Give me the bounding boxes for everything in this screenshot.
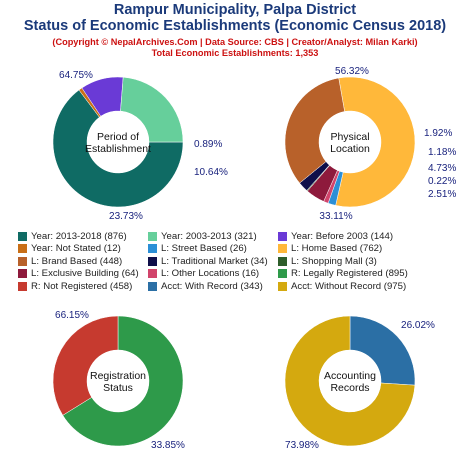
donut-center-label: Accounting (324, 370, 376, 382)
slice-percent-label: 33.85% (151, 440, 185, 451)
legend-item: L: Brand Based (448) (18, 256, 122, 267)
chart-title: Rampur Municipality, Palpa District (113, 2, 357, 18)
slice-percent-label: 0.22% (428, 176, 456, 187)
donut-hole (87, 350, 149, 412)
legend-label: L: Street Based (26) (161, 243, 247, 255)
legend-item: L: Shopping Mall (3) (278, 256, 377, 267)
legend-label: L: Shopping Mall (3) (291, 255, 377, 267)
donut-center-label: Period of (97, 131, 139, 143)
legend-swatch (278, 244, 287, 254)
total-establishments: Total Economic Establishments: 1,353 (151, 48, 319, 58)
legend-swatch (278, 269, 287, 279)
donut-center-label: Status (103, 382, 133, 394)
legend-item: Year: Before 2003 (144) (278, 231, 393, 242)
legend-swatch (278, 232, 287, 241)
donut-center-label: Registration (90, 370, 146, 382)
legend-label: Year: Not Stated (12) (31, 243, 121, 255)
donut-chart-2: 56.32% 1.92% 1.18% 4.73% 0.22% 2.51% 33.11% Phy… (284, 66, 456, 222)
slice-percent-label: 73.98% (285, 440, 319, 451)
donut-hole (87, 111, 149, 173)
legend-item: Year: 2013-2018 (876) (18, 231, 127, 242)
legend-item: R: Not Registered (458) (18, 281, 132, 292)
legend-swatch (18, 281, 27, 291)
legend-label: L: Home Based (762) (291, 243, 383, 255)
slice-percent-label: 26.02% (401, 320, 435, 331)
slice-percent-label: 1.18% (428, 147, 456, 158)
legend-label: L: Traditional Market (34) (161, 255, 268, 267)
slice-percent-label: 0.89% (194, 139, 222, 150)
slice-percent-label: 64.75% (59, 70, 93, 81)
chart-subtitle: Status of Economic Establishments (Econo… (23, 18, 447, 34)
legend-swatch (278, 281, 287, 291)
donut-hole (319, 350, 381, 412)
donut-chart-1: 64.75% 0.89% 10.64% 23.73% Period ofEstablis… (52, 70, 228, 222)
legend-item: L: Exclusive Building (64) (18, 268, 139, 279)
legend-swatch (148, 232, 157, 241)
legend-swatch (148, 269, 157, 279)
slice-percent-label: 33.11% (319, 211, 352, 222)
legend-item: Acct: Without Record (975) (278, 281, 406, 292)
legend-item: L: Other Locations (16) (148, 268, 259, 279)
legend-swatch (18, 256, 27, 266)
legend-swatch (148, 256, 157, 266)
slice-percent-label: 23.73% (109, 211, 143, 222)
slice-percent-label: 1.92% (424, 128, 452, 139)
legend-item: L: Street Based (26) (148, 243, 247, 254)
legend-item: R: Legally Registered (895) (278, 268, 408, 279)
legend-item: L: Home Based (762) (278, 243, 382, 254)
slice-percent-label: 4.73% (428, 163, 456, 174)
slice-percent-label: 2.51% (428, 189, 456, 200)
copyright-note: (Copyright © NepalArchives.Com | Data So… (52, 37, 418, 47)
legend-label: L: Exclusive Building (64) (31, 268, 139, 280)
legend-label: Year: 2013-2018 (876) (31, 231, 127, 242)
legend-label: L: Brand Based (448) (31, 255, 123, 267)
legend-swatch (148, 244, 157, 254)
legend-label: R: Legally Registered (895) (291, 268, 408, 280)
legend-swatch (278, 256, 287, 266)
legend-swatch (18, 269, 27, 279)
legend-item: Acct: With Record (343) (148, 281, 263, 292)
legend-label: Acct: Without Record (975) (291, 280, 407, 292)
donut-center-label: Establishment (85, 143, 151, 155)
donut-center-label: Physical (330, 131, 369, 143)
donut-hole (319, 111, 381, 173)
slice-percent-label: 10.64% (194, 167, 228, 178)
legend-item: L: Traditional Market (34) (148, 256, 268, 267)
donut-center-label: Location (330, 143, 370, 155)
legend-label: Year: Before 2003 (144) (291, 231, 394, 242)
slice-percent-label: 66.15% (55, 310, 89, 321)
donut-center-label: Records (330, 382, 369, 394)
legend-item: Year: Not Stated (12) (18, 243, 121, 254)
legend-swatch (148, 281, 157, 291)
legend-label: L: Other Locations (16) (161, 268, 260, 280)
legend-swatch (18, 232, 27, 241)
legend-label: Year: 2003-2013 (321) (161, 231, 257, 242)
legend-label: R: Not Registered (458) (31, 280, 133, 292)
slice-percent-label: 56.32% (335, 66, 369, 77)
legend-label: Acct: With Record (343) (161, 280, 263, 292)
legend-item: Year: 2003-2013 (321) (148, 231, 257, 242)
legend-swatch (18, 244, 27, 254)
